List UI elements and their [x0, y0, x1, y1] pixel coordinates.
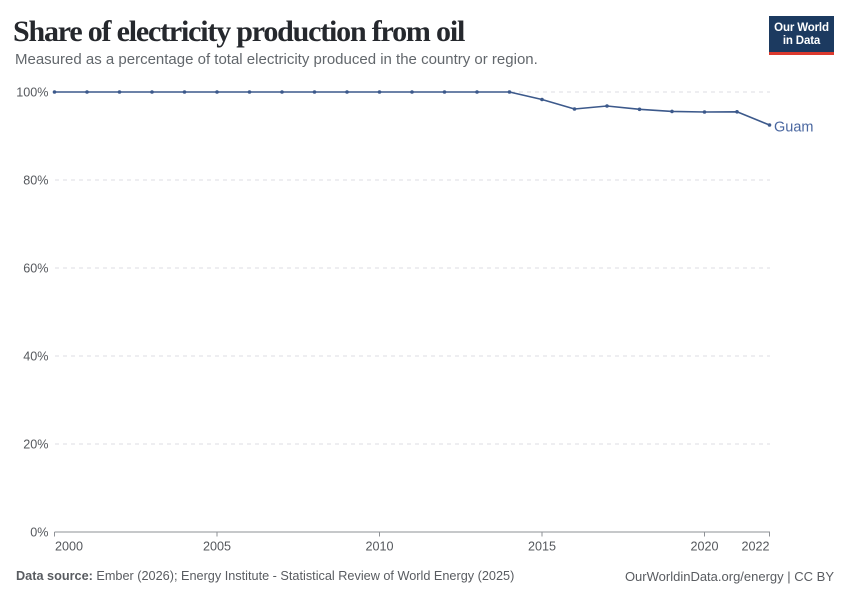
- svg-text:2015: 2015: [528, 540, 556, 554]
- svg-text:0%: 0%: [30, 525, 48, 539]
- svg-text:40%: 40%: [23, 349, 48, 363]
- svg-text:80%: 80%: [23, 173, 48, 187]
- svg-text:2000: 2000: [55, 540, 83, 554]
- svg-text:Guam: Guam: [774, 120, 814, 136]
- svg-text:2005: 2005: [203, 540, 231, 554]
- svg-text:20%: 20%: [23, 437, 48, 451]
- svg-text:2022: 2022: [741, 540, 769, 554]
- svg-text:2010: 2010: [365, 540, 393, 554]
- svg-text:60%: 60%: [23, 261, 48, 275]
- svg-text:2020: 2020: [690, 540, 718, 554]
- svg-text:100%: 100%: [16, 85, 48, 99]
